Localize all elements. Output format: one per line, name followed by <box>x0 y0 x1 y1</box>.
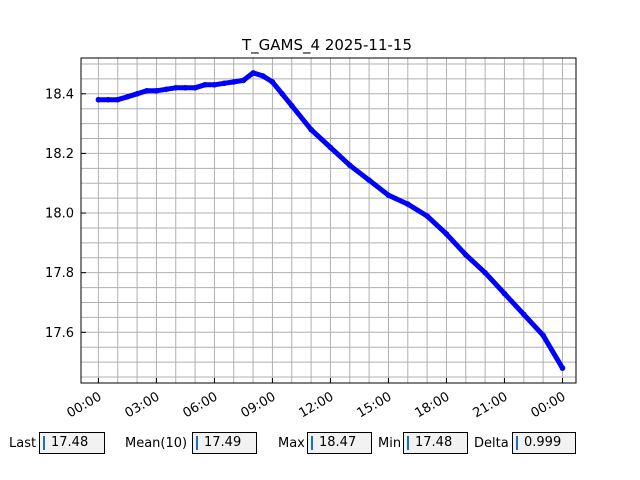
data-point <box>163 86 169 93</box>
data-point <box>231 79 237 85</box>
data-point <box>308 126 314 133</box>
data-point <box>114 96 121 103</box>
data-point <box>424 213 430 219</box>
min-value: 17.48 <box>415 435 453 450</box>
data-point <box>540 332 546 339</box>
data-point <box>559 365 566 371</box>
min-value-field[interactable]: 17.48 <box>403 432 468 454</box>
data-point <box>153 88 160 94</box>
x-tick-label: 03:00 <box>122 389 162 421</box>
y-tick-label: 17.8 <box>45 266 74 281</box>
delta-label: Delta <box>474 436 509 451</box>
x-tick-label: 00:00 <box>64 389 104 421</box>
x-tick-label: 15:00 <box>354 389 394 421</box>
data-point <box>289 102 295 109</box>
data-point <box>182 85 189 91</box>
delta-value: 0.999 <box>524 435 562 450</box>
max-value-field[interactable]: 18.47 <box>307 432 372 454</box>
data-point <box>250 70 256 76</box>
x-tick-label: 06:00 <box>180 389 220 421</box>
text-cursor <box>196 436 198 450</box>
mean-value: 17.49 <box>204 435 242 450</box>
text-cursor <box>407 436 409 450</box>
last-value-field[interactable]: 17.48 <box>39 432 105 454</box>
data-point <box>269 79 276 85</box>
data-point <box>240 77 247 84</box>
series-group <box>95 70 566 371</box>
text-cursor <box>516 436 518 450</box>
data-point <box>443 231 450 237</box>
mean-label: Mean(10) <box>125 436 188 451</box>
data-point <box>95 96 102 103</box>
y-axis: 17.6 17.8 18.0 18.2 18.4 <box>45 87 86 341</box>
max-value: 18.47 <box>319 435 357 450</box>
data-point <box>134 91 140 97</box>
delta-value-field[interactable]: 0.999 <box>512 432 576 454</box>
data-point <box>143 88 150 94</box>
data-point <box>366 177 372 183</box>
plot-frame <box>80 57 577 384</box>
data-point <box>211 82 218 88</box>
x-tick-label: 21:00 <box>471 389 511 421</box>
chart-title: T_GAMS_4 2025-11-15 <box>241 36 412 55</box>
data-point <box>521 311 527 318</box>
data-point <box>192 85 198 91</box>
data-point <box>347 162 353 169</box>
x-tick-label: 12:00 <box>296 389 336 421</box>
text-cursor <box>43 436 45 450</box>
data-point <box>482 269 488 276</box>
data-point <box>105 96 111 103</box>
y-tick-label: 18.2 <box>45 147 74 162</box>
grid-lines <box>81 58 576 383</box>
y-tick-label: 17.6 <box>45 326 74 341</box>
data-point <box>279 91 285 97</box>
data-point <box>405 201 411 207</box>
data-point <box>501 290 508 297</box>
x-tick-label: 18:00 <box>413 389 453 421</box>
max-label: Max <box>278 436 305 451</box>
data-point <box>221 80 227 87</box>
data-point <box>463 252 469 258</box>
last-value: 17.48 <box>51 435 89 450</box>
last-label: Last <box>9 436 37 451</box>
x-tick-label: 09:00 <box>238 389 278 421</box>
data-point <box>327 144 334 151</box>
data-point <box>385 192 392 198</box>
data-point <box>260 73 266 79</box>
data-point <box>172 85 179 91</box>
x-axis: 00:00 03:00 06:00 09:00 12:00 15:00 18:00 21:00… <box>64 378 568 421</box>
y-tick-label: 18.4 <box>45 87 74 102</box>
x-tick-label: 00:00 <box>529 389 569 421</box>
mean-value-field[interactable]: 17.49 <box>192 432 257 454</box>
data-point <box>202 82 208 88</box>
min-label: Min <box>378 436 402 451</box>
y-tick-label: 18.0 <box>45 207 74 222</box>
data-point <box>124 94 131 100</box>
text-cursor <box>311 436 313 450</box>
